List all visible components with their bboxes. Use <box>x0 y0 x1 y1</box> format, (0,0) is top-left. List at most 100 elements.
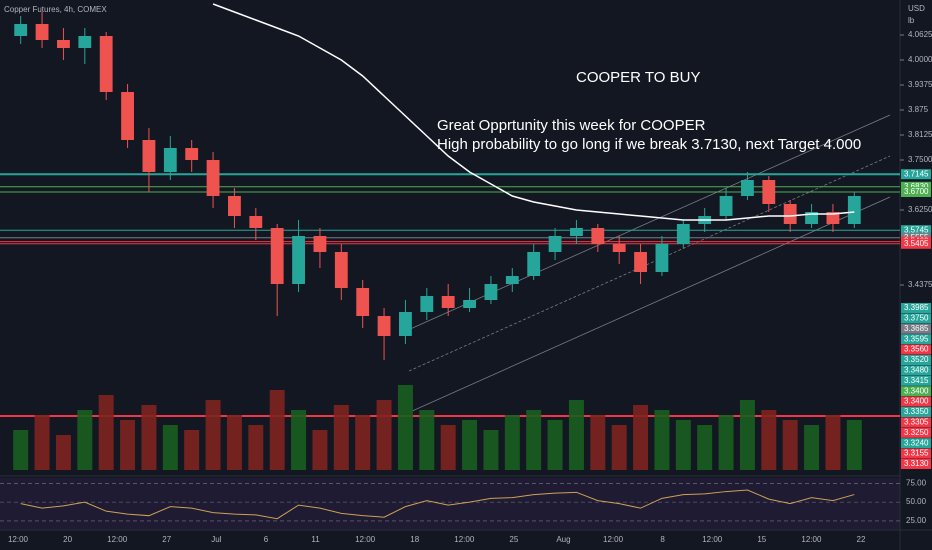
x-tick-label: 6 <box>264 535 269 544</box>
price-badge <box>901 238 931 249</box>
volume-bar <box>483 430 499 470</box>
x-tick-label: 8 <box>660 535 665 544</box>
indicator-badge-label: 3.3305 <box>904 418 929 427</box>
volume-bar <box>462 420 478 470</box>
indicator-badge <box>901 438 931 449</box>
candle-body <box>762 180 776 204</box>
price-badge <box>901 181 931 192</box>
candle-body <box>99 36 113 92</box>
y-tick-label: 3.7500 <box>908 155 932 164</box>
indicator-badge-label: 3.3130 <box>904 459 929 468</box>
indicator-badge <box>901 303 931 313</box>
volume-bar <box>376 400 392 470</box>
volume-bar <box>269 390 285 470</box>
candle-body <box>741 180 754 196</box>
volume-bar <box>440 425 456 470</box>
chart-title: Copper Futures, 4h, COMEX <box>4 5 107 14</box>
candle-body <box>676 224 690 244</box>
indicator-badge <box>901 313 931 324</box>
y-tick-label: 3.875 <box>908 105 929 114</box>
indicator-badge <box>901 323 931 334</box>
indicator-badge <box>901 396 931 407</box>
x-tick-label: 12:00 <box>702 535 723 544</box>
volume-bar <box>184 430 200 470</box>
candle-body <box>655 244 669 272</box>
candle-body <box>463 300 476 308</box>
price-badge <box>901 169 931 180</box>
currency: USD <box>908 4 925 13</box>
price-badge-label: 3.5405 <box>904 239 929 248</box>
candle-body <box>163 148 177 172</box>
volume-bar <box>419 410 435 470</box>
indicator-badge <box>901 365 931 376</box>
annotation: COOPER TO BUY <box>576 69 700 86</box>
volume-bar <box>739 400 755 470</box>
indicator-badge <box>901 355 931 365</box>
candle-body <box>441 296 455 308</box>
volume-bar <box>355 415 371 470</box>
volume-bar <box>312 430 328 470</box>
indicator-badge-label: 3.3520 <box>904 355 929 364</box>
candle-body <box>783 204 797 224</box>
price-badge <box>901 225 931 236</box>
candle-body <box>570 228 583 236</box>
volume-bar <box>13 430 29 470</box>
price-badge-label: 3.5745 <box>904 225 929 234</box>
indicator-badge-label: 3.3480 <box>904 366 929 375</box>
rsi-tick-label: 25.00 <box>906 516 927 525</box>
volume-bar <box>397 385 413 470</box>
volume-bar <box>248 425 264 470</box>
x-tick-label: 12:00 <box>355 535 376 544</box>
x-tick-label: 12:00 <box>8 535 29 544</box>
price-badge-label: 3.7145 <box>904 169 929 178</box>
indicator-badge-label: 3.3685 <box>904 324 929 333</box>
price-badge <box>901 187 931 197</box>
annotation: High probability to go long if we break … <box>437 136 861 153</box>
volume-bar <box>141 405 157 470</box>
candle-body <box>78 36 92 48</box>
x-tick-label: 11 <box>311 535 320 544</box>
candle-body <box>121 92 134 140</box>
channel-line <box>409 196 891 413</box>
candle-body <box>634 252 647 272</box>
x-tick-label: 12:00 <box>454 535 475 544</box>
indicator-badge-label: 3.3250 <box>904 428 929 437</box>
candle-body <box>313 236 327 252</box>
indicator-badge <box>901 448 931 459</box>
candle-body <box>548 236 562 252</box>
price-badge-label: 3.6830 <box>904 182 929 191</box>
indicator-badge-label: 3.3750 <box>904 314 929 323</box>
rsi-tick-label: 75.00 <box>906 478 927 487</box>
indicator-badge-label: 3.3240 <box>904 438 929 447</box>
y-tick-label: 3.6250 <box>908 205 932 214</box>
indicator-badge-label: 3.3400 <box>904 386 929 395</box>
candle-body <box>142 140 156 172</box>
volume-bar <box>333 405 349 470</box>
ma-line <box>212 3 855 221</box>
volume-bar <box>825 415 841 470</box>
volume-bar <box>205 400 221 470</box>
candle-body <box>505 276 519 284</box>
x-tick-label: 12:00 <box>107 535 128 544</box>
x-tick-label: 22 <box>857 535 866 544</box>
candle-body <box>719 196 733 216</box>
candle-body <box>334 252 348 288</box>
y-tick-label: 3.9375 <box>908 80 932 89</box>
indicator-badge <box>901 386 931 397</box>
candle-body <box>206 160 220 196</box>
candle-body <box>35 24 49 40</box>
indicator-badge <box>901 427 931 438</box>
indicator-badge-label: 3.3400 <box>904 397 929 406</box>
indicator-badge-label: 3.3155 <box>904 449 929 458</box>
indicator-badge-label: 3.3350 <box>904 407 929 416</box>
x-tick-label: 27 <box>162 535 171 544</box>
x-tick-label: Aug <box>556 535 570 544</box>
indicator-badge <box>901 407 931 417</box>
x-tick-label: Jul <box>211 535 221 544</box>
volume-bar <box>633 405 649 470</box>
candle-body <box>377 316 391 336</box>
channel-mid-line <box>408 155 891 372</box>
rsi-line <box>20 489 855 520</box>
